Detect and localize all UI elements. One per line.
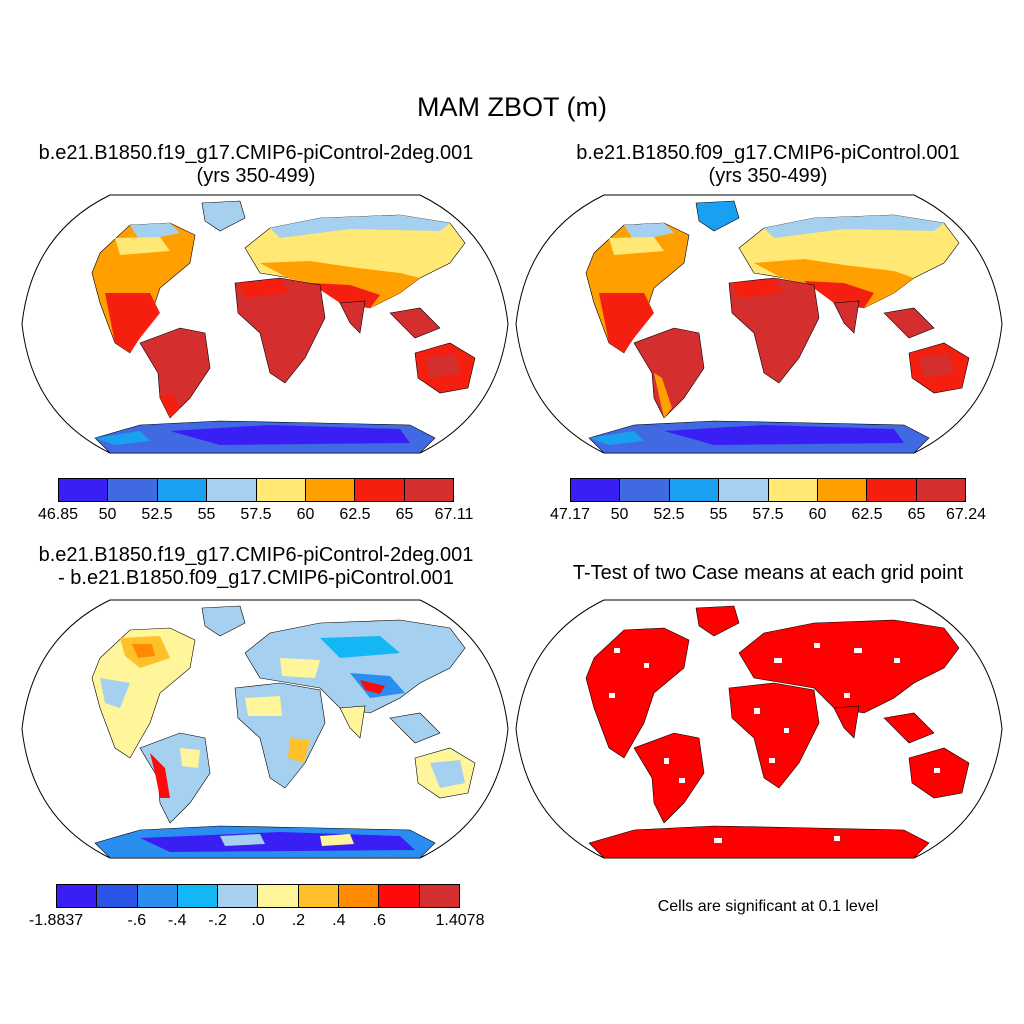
colorbar-1-tick-label: 52.5 (141, 506, 173, 523)
colorbar-2-tick-label: 57.5 (752, 506, 784, 523)
colorbar-1-swatch-0 (59, 479, 109, 501)
colorbar-1-tick-label: 65 (395, 506, 414, 523)
colorbar-2-tick-label: 50 (610, 506, 629, 523)
colorbar-3-tick-label: .0 (251, 912, 265, 929)
map-case2 (515, 194, 1003, 454)
colorbar-case2 (570, 478, 966, 502)
colorbar-case1 (58, 478, 454, 502)
colorbar-2-swatch-1 (620, 479, 670, 501)
colorbar-3-swatch-9 (419, 885, 459, 907)
colorbar-2-tick-label: 67.24 (945, 506, 987, 523)
colorbar-3-tick-label: .6 (372, 912, 386, 929)
colorbar-2-tick-label: 47.17 (549, 506, 591, 523)
colorbar-3-tick-label: .2 (291, 912, 306, 929)
colorbar-3-tick-label: -.6 (127, 912, 147, 929)
colorbar-3-tick-label: -.4 (167, 912, 187, 929)
panel-1-title-line1: b.e21.B1850.f19_g17.CMIP6-piControl-2deg… (38, 142, 474, 164)
colorbar-1-tick-label: 67.11 (434, 506, 474, 523)
colorbar-3-tick-label: -1.8837 (28, 912, 84, 929)
colorbar-1-swatch-4 (256, 479, 306, 501)
colorbar-2-swatch-6 (867, 479, 917, 501)
map-case1 (21, 194, 509, 454)
colorbar-1-swatch-6 (355, 479, 405, 501)
panel-2-title-line1: b.e21.B1850.f09_g17.CMIP6-piControl.001 (576, 142, 960, 164)
colorbar-1-swatch-1 (108, 479, 158, 501)
colorbar-2-tick-label: 60 (808, 506, 827, 523)
colorbar-2-swatch-3 (719, 479, 769, 501)
panel-1-title: b.e21.B1850.f19_g17.CMIP6-piControl-2deg… (0, 142, 512, 188)
colorbar-2-tick-label: 52.5 (653, 506, 685, 523)
colorbar-2-swatch-4 (768, 479, 818, 501)
colorbar-1-tick-label: 50 (98, 506, 117, 523)
colorbar-3-tick-label: 1.4078 (435, 912, 485, 929)
colorbar-3-swatch-0 (57, 885, 98, 907)
panel-2-title: b.e21.B1850.f09_g17.CMIP6-piControl.001 … (512, 142, 1024, 188)
colorbar-3-tick-label: -.2 (208, 912, 227, 929)
colorbar-3-swatch-6 (298, 885, 340, 907)
colorbar-difference-labels: -1.8837 -.6 -.4 -.2 .0 .2 .4 .6 1.4078 (29, 912, 485, 932)
colorbar-1-tick-label: 46.85 (37, 506, 79, 523)
colorbar-case2-labels: 47.17 50 52.5 55 57.5 60 62.5 65 67.24 (550, 506, 986, 526)
map-difference (21, 599, 509, 859)
colorbar-3-swatch-1 (97, 885, 138, 907)
panel-3-title-line1: b.e21.B1850.f19_g17.CMIP6-piControl-2deg… (38, 544, 474, 566)
panel-1-title-line2: (yrs 350-499) (196, 165, 316, 187)
colorbar-1-tick-label: 57.5 (240, 506, 272, 523)
colorbar-3-swatch-7 (339, 885, 380, 907)
colorbar-3-swatch-5 (258, 885, 299, 907)
panel-3-title: b.e21.B1850.f19_g17.CMIP6-piControl-2deg… (0, 544, 512, 590)
colorbar-2-tick-label: 55 (709, 506, 728, 523)
colorbar-1-swatch-3 (207, 479, 257, 501)
colorbar-2-swatch-7 (916, 479, 965, 501)
colorbar-3-swatch-2 (137, 885, 178, 907)
colorbar-1-tick-label: 62.5 (339, 506, 371, 523)
colorbar-2-swatch-0 (571, 479, 621, 501)
panel-3-title-line2: - b.e21.B1850.f09_g17.CMIP6-piControl.00… (58, 567, 454, 589)
colorbar-1-swatch-2 (157, 479, 208, 501)
colorbar-3-swatch-4 (218, 885, 259, 907)
colorbar-2-swatch-2 (669, 479, 720, 501)
figure-title: MAM ZBOT (m) (417, 92, 607, 122)
colorbar-2-swatch-5 (817, 479, 868, 501)
colorbar-2-tick-label: 62.5 (851, 506, 883, 523)
panel-4-title-line1: T-Test of two Case means at each grid po… (572, 562, 964, 584)
colorbar-1-tick-label: 55 (197, 506, 216, 523)
colorbar-1-swatch-7 (404, 479, 453, 501)
colorbar-3-swatch-8 (379, 885, 420, 907)
panel-2-title-line2: (yrs 350-499) (708, 165, 828, 187)
colorbar-1-swatch-5 (305, 479, 356, 501)
map-ttest (515, 599, 1003, 859)
colorbar-3-swatch-3 (177, 885, 219, 907)
colorbar-2-tick-label: 65 (907, 506, 926, 523)
colorbar-case1-labels: 46.85 50 52.5 55 57.5 60 62.5 65 67.11 (38, 506, 473, 526)
colorbar-difference (56, 884, 460, 908)
colorbar-3-tick-label: .4 (332, 912, 346, 929)
significance-note: Cells are significant at 0.1 level (657, 898, 879, 915)
colorbar-1-tick-label: 60 (296, 506, 315, 523)
panel-4-title: T-Test of two Case means at each grid po… (512, 562, 1024, 585)
